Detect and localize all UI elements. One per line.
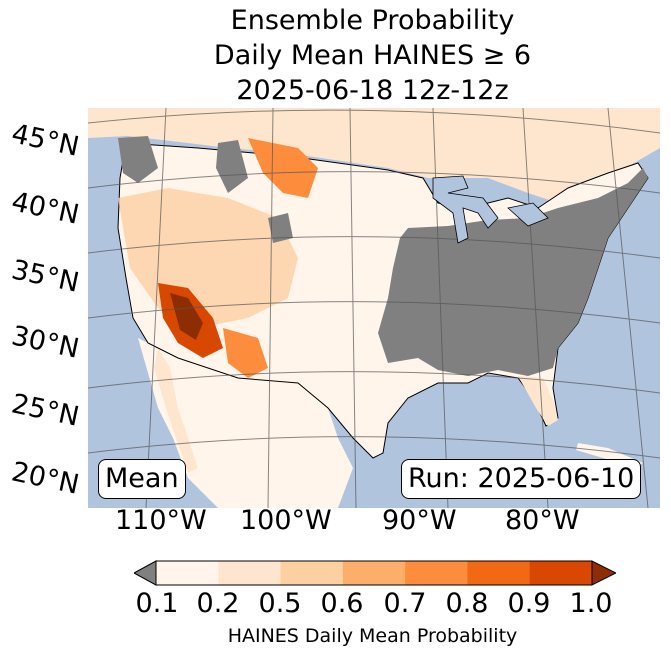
lat-label-35: 35°N — [8, 254, 82, 299]
mean-label-box: Mean — [98, 459, 186, 499]
colorbar-segment — [342, 561, 406, 585]
southwest-core — [170, 293, 203, 340]
colorbar-tick-1: 0.2 — [196, 588, 240, 619]
great-lakes — [432, 175, 549, 244]
west-no-data-1 — [118, 136, 158, 183]
title-line-1: Ensemble Probability — [230, 5, 515, 36]
colorbar-tick-0: 0.1 — [135, 588, 179, 619]
lon-label-80: 80°W — [505, 505, 580, 536]
lon-label-90: 90°W — [382, 505, 457, 536]
title-line-2: Daily Mean HAINES ≥ 6 — [213, 40, 532, 71]
lat-label-40: 40°N — [8, 186, 82, 231]
colorbar-segment — [218, 561, 282, 585]
lon-label-100: 100°W — [240, 505, 332, 536]
west-no-data-3 — [268, 213, 293, 243]
colorbar-segment — [280, 561, 344, 585]
lon-label-110: 110°W — [115, 505, 207, 536]
west-no-data-2 — [216, 140, 248, 193]
canada-land — [88, 108, 660, 203]
lat-label-25: 25°N — [8, 388, 82, 433]
lat-label-20: 20°N — [8, 456, 82, 501]
colorbar-segment — [467, 561, 531, 585]
colorbar-tick-6: 0.9 — [507, 588, 551, 619]
lat-label-30: 30°N — [8, 320, 82, 365]
montana-shading — [248, 138, 318, 198]
florida-land — [518, 376, 558, 426]
colorbar — [134, 560, 616, 586]
colorbar-tick-3: 0.6 — [320, 588, 364, 619]
colorbar-label: HAINES Daily Mean Probability — [227, 625, 518, 647]
colorbar-segment — [156, 561, 219, 585]
colorbar-over-arrow — [591, 560, 616, 586]
east-no-data — [378, 168, 648, 376]
colorbar-under-arrow — [134, 560, 157, 586]
colorbar-tick-7: 1.0 — [569, 588, 613, 619]
title-line-3: 2025-06-18 12z-12z — [236, 75, 509, 106]
lat-label-45: 45°N — [8, 118, 82, 163]
graticule — [88, 108, 660, 508]
new-mexico-shading — [223, 328, 268, 378]
colorbar-tick-4: 0.7 — [383, 588, 427, 619]
colorbar-tick-5: 0.8 — [445, 588, 489, 619]
colorbar-segment — [405, 561, 468, 585]
baja-land — [154, 348, 198, 473]
run-date-box: Run: 2025-06-10 — [401, 459, 642, 499]
colorbar-segment — [529, 561, 593, 585]
colorbar-tick-2: 0.5 — [258, 588, 302, 619]
map-panel — [88, 108, 660, 508]
